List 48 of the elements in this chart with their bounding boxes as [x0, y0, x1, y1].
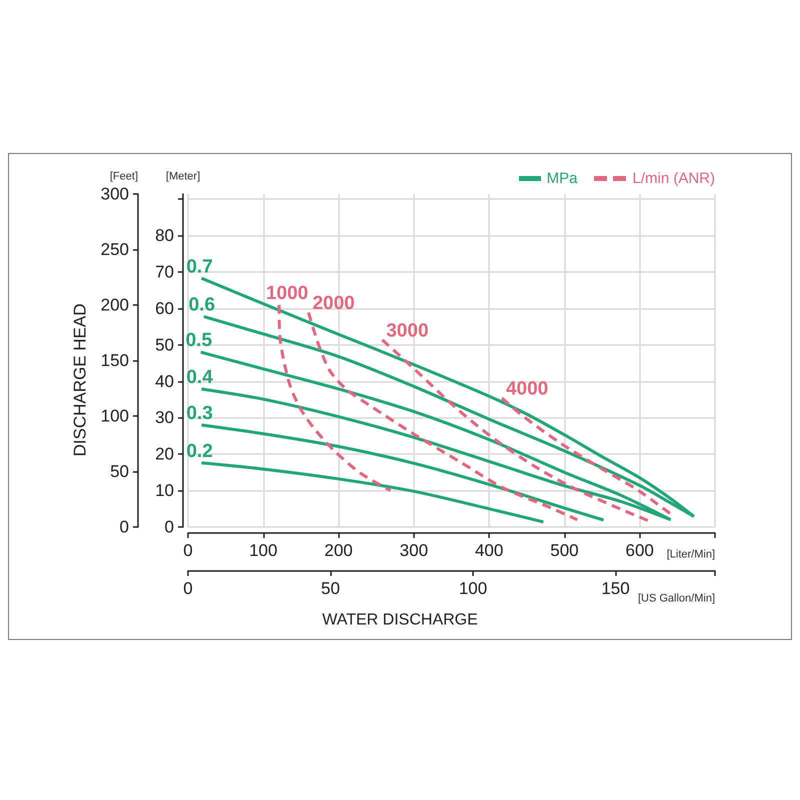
y-tick-label: 80	[155, 226, 174, 246]
x-tick-label: 200	[324, 541, 353, 560]
x2-axis-title: [US Gallon/Min]	[638, 592, 715, 604]
series-label: 0.2	[186, 440, 213, 462]
x-tick-label: 300	[400, 541, 428, 560]
y-tick-label: 70	[155, 262, 174, 282]
series-label: 0.3	[186, 403, 213, 424]
x2-tick-label: 100	[458, 579, 488, 598]
line-series	[306, 311, 579, 522]
y2-tick-label: 200	[100, 296, 129, 314]
x2-tick-label: 0	[183, 579, 193, 598]
series-label: 2000	[312, 293, 355, 314]
series-label: 0.5	[186, 330, 212, 352]
y2-tick-label: 250	[100, 240, 129, 259]
x2-tick-label: 150	[601, 579, 630, 598]
series-label: 0.4	[186, 366, 214, 388]
y2-tick-label: 300	[100, 184, 129, 204]
x-tick-label: 0	[183, 541, 193, 560]
x-tick-label: 500	[550, 541, 579, 560]
x-axis-title: [Liter/Min]	[666, 548, 715, 560]
series-label: 0.7	[186, 256, 213, 278]
series-label: 3000	[386, 320, 429, 342]
y2-tick-label: 100	[100, 406, 129, 426]
y-tick-label: 20	[155, 444, 174, 464]
x-tick-label: 400	[474, 541, 504, 560]
y-tick-label: 0	[164, 518, 174, 536]
line-series	[500, 396, 672, 516]
x-tick-label: 100	[249, 541, 278, 560]
x2-tick-label: 50	[321, 579, 340, 598]
series-label: 4000	[506, 378, 548, 400]
series-label: 0.6	[188, 294, 216, 316]
y-tick-label: 60	[155, 298, 174, 318]
y-tick-label: 30	[155, 408, 174, 428]
y-axis-title: [Meter]	[166, 170, 200, 182]
y-tick-label: 40	[155, 372, 174, 391]
text: L/min (ANR)	[632, 170, 715, 187]
y-tick-label: 50	[155, 335, 174, 354]
y2-tick-label: 50	[110, 462, 129, 481]
y-tick-label: 10	[155, 481, 174, 500]
series-label: 1000	[266, 282, 308, 304]
line-series	[200, 461, 545, 524]
x-tick-label: 600	[626, 541, 654, 560]
y2-axis-title: [Feet]	[110, 170, 138, 182]
y2-tick-label: 150	[100, 351, 129, 370]
text: WATER DISCHARGE	[322, 612, 478, 628]
y2-tick-label: 0	[120, 518, 129, 536]
text: MPa	[546, 170, 578, 187]
text: DISCHARGE HEAD	[70, 303, 90, 457]
